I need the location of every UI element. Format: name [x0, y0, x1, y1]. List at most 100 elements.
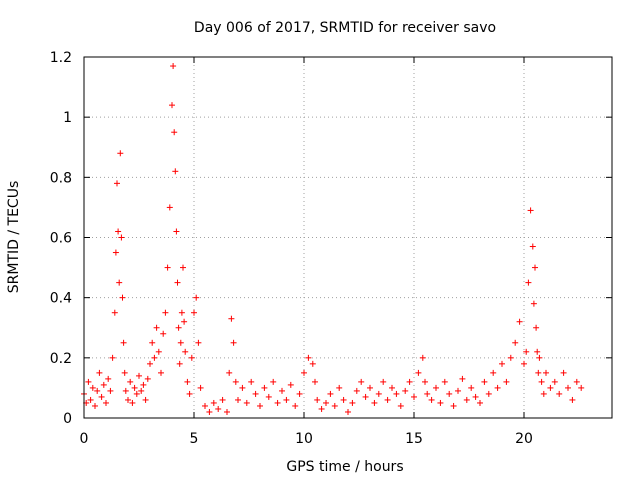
- x-tick-label: 5: [190, 431, 199, 447]
- data-point: [419, 354, 426, 361]
- data-point: [174, 279, 181, 286]
- grid-lines: [84, 57, 612, 418]
- data-point: [477, 399, 483, 406]
- data-point: [92, 402, 98, 409]
- data-point: [340, 396, 347, 403]
- data-point: [107, 387, 114, 394]
- data-point: [112, 249, 119, 256]
- data-point: [529, 243, 536, 250]
- data-point: [122, 387, 129, 394]
- data-point: [384, 396, 391, 403]
- data-point: [450, 402, 457, 409]
- data-point: [147, 360, 153, 367]
- data-point: [441, 378, 448, 385]
- data-point: [210, 399, 217, 406]
- data-point: [556, 390, 563, 397]
- data-point: [195, 339, 202, 346]
- data-point: [525, 279, 532, 286]
- data-point: [127, 378, 134, 385]
- data-point: [411, 393, 417, 400]
- data-point: [314, 396, 321, 403]
- data-point: [530, 300, 537, 307]
- data-point: [472, 393, 479, 400]
- data-point: [406, 378, 413, 385]
- data-point: [305, 354, 312, 361]
- data-point: [105, 375, 112, 382]
- data-point: [309, 360, 316, 367]
- data-point: [362, 393, 369, 400]
- data-point: [538, 378, 545, 385]
- data-point: [136, 372, 142, 379]
- data-point: [455, 387, 461, 394]
- data-point: [463, 396, 470, 403]
- y-axis-label: SRMTID / TECUs: [6, 181, 22, 294]
- data-point: [345, 408, 351, 415]
- data-point: [133, 390, 140, 397]
- data-point: [499, 360, 505, 367]
- data-point: [155, 348, 162, 355]
- data-point: [215, 405, 222, 412]
- data-point: [547, 384, 554, 391]
- data-point: [389, 384, 395, 391]
- data-point: [142, 396, 149, 403]
- data-point: [375, 390, 382, 397]
- data-point: [202, 402, 208, 409]
- data-point: [292, 402, 299, 409]
- data-point: [116, 279, 123, 286]
- y-tick-label: 0.6: [50, 231, 72, 247]
- data-point: [540, 390, 547, 397]
- data-point: [327, 390, 334, 397]
- data-point: [287, 381, 294, 388]
- data-point: [118, 234, 125, 241]
- data-point: [160, 330, 167, 337]
- x-tick-label: 10: [295, 431, 313, 447]
- data-point: [534, 348, 541, 355]
- data-point: [158, 369, 164, 376]
- data-point: [121, 369, 128, 376]
- data-point: [100, 381, 107, 388]
- data-point: [151, 354, 158, 361]
- x-tick-label: 20: [515, 431, 533, 447]
- plot-frame: [83, 56, 613, 419]
- data-point: [125, 396, 131, 403]
- data-point: [261, 384, 268, 391]
- data-point: [173, 228, 180, 235]
- chart-title: Day 006 of 2017, SRMTID for receiver sav…: [194, 20, 496, 36]
- data-point: [428, 396, 435, 403]
- data-point: [176, 360, 183, 367]
- data-point: [248, 378, 255, 385]
- data-point: [153, 324, 160, 331]
- data-point: [180, 264, 186, 271]
- data-point: [336, 384, 343, 391]
- data-point: [89, 384, 96, 391]
- data-point: [349, 399, 356, 406]
- data-point: [569, 396, 576, 403]
- data-point: [131, 384, 138, 391]
- axis-ticks: 0 0.2 0.4 0.6 0.8 1 1.2 0 5 10 15 20: [50, 50, 612, 447]
- data-point: [274, 399, 281, 406]
- data-point: [230, 339, 237, 346]
- data-point: [182, 348, 189, 355]
- x-tick-label: 0: [80, 431, 89, 447]
- data-point: [402, 387, 409, 394]
- data-point: [191, 309, 197, 316]
- data-point: [532, 264, 538, 271]
- data-point: [536, 354, 543, 361]
- data-point: [166, 204, 173, 211]
- data-point: [252, 390, 259, 397]
- data-point: [433, 384, 439, 391]
- data-points: [81, 63, 585, 415]
- data-point: [224, 408, 230, 415]
- data-point: [265, 393, 272, 400]
- data-point: [318, 405, 325, 412]
- data-point: [178, 309, 185, 316]
- y-tick-label: 0.2: [50, 351, 72, 367]
- data-point: [296, 390, 303, 397]
- data-point: [459, 375, 466, 382]
- data-point: [565, 384, 571, 391]
- data-point: [578, 384, 585, 391]
- data-point: [551, 378, 558, 385]
- data-point: [397, 402, 404, 409]
- data-point: [393, 390, 400, 397]
